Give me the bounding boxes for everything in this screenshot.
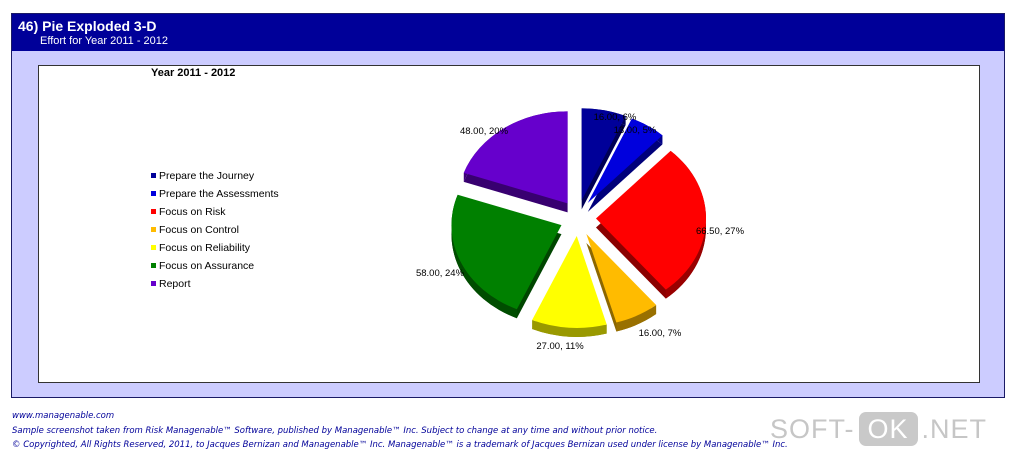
legend-swatch (151, 244, 156, 250)
legend-label: Focus on Risk (159, 206, 226, 218)
data-label: 66.50, 27% (696, 226, 745, 237)
legend-item: Prepare the Journey (151, 170, 254, 184)
pie-slice (595, 150, 706, 290)
legend-label: Focus on Assurance (159, 260, 255, 272)
legend-label: Prepare the Assessments (159, 188, 279, 200)
footer: www.managenable.com Sample screenshot ta… (12, 409, 1002, 453)
pie-slice (587, 118, 663, 203)
watermark-ok: OK (858, 412, 918, 446)
legend-item: Focus on Reliability (151, 242, 250, 256)
legend-item: Focus on Control (151, 224, 239, 238)
legend-label: Prepare the Journey (159, 170, 255, 182)
data-label: 16.00, 7% (639, 328, 682, 339)
slice-rim (451, 194, 517, 319)
watermark-left: SOFT- (770, 414, 855, 444)
data-label: 16.00, 6% (594, 112, 637, 123)
chart-subtitle: Effort for Year 2011 - 2012 (40, 35, 169, 47)
data-label: 13.00, 5% (614, 125, 657, 136)
legend-item: Prepare the Assessments (151, 188, 279, 202)
chart-header: 46) Pie Exploded 3-D Effort for Year 201… (12, 14, 1004, 51)
chart-frame: 46) Pie Exploded 3-D Effort for Year 201… (11, 13, 1005, 398)
legend-swatch (151, 172, 156, 178)
slice-rim (616, 305, 657, 332)
pie-chart: 16.00, 6% 13.00, 5% 66.50, 27% 16.00, 7% 27.… (416, 108, 745, 352)
footer-copyright: © Copyrighted, All Rights Reserved, 2011… (12, 440, 788, 450)
legend-item: Focus on Assurance (151, 260, 254, 274)
legend-swatch (151, 226, 156, 232)
slice-rim (532, 320, 607, 337)
legend-item: Focus on Risk (151, 206, 226, 220)
legend-label: Focus on Control (159, 224, 239, 236)
chart-title: 46) Pie Exploded 3-D (18, 18, 157, 34)
legend-title: Year 2011 - 2012 (151, 67, 236, 79)
legend-swatch (151, 280, 156, 286)
pie-slice (586, 233, 657, 323)
data-label: 27.00, 11% (536, 341, 584, 352)
watermark-logo: SOFT- OK .NET (770, 412, 987, 450)
legend-swatch (151, 262, 156, 268)
legend-item: Report (151, 278, 191, 292)
pie-slice (463, 111, 568, 204)
footer-disclaimer: Sample screenshot taken from Risk Manage… (12, 425, 658, 436)
legend-label: Report (159, 278, 191, 290)
pie-slice (532, 235, 607, 328)
pie-slice (581, 108, 626, 201)
data-label: 58.00, 24% (416, 268, 465, 279)
data-label: 48.00, 20% (460, 126, 509, 137)
watermark-right: .NET (921, 414, 988, 444)
pie-slice (451, 194, 562, 310)
footer-website: www.managenable.com (12, 411, 115, 421)
legend-swatch (151, 190, 156, 196)
legend-swatch (151, 208, 156, 214)
legend-label: Focus on Reliability (159, 242, 251, 254)
